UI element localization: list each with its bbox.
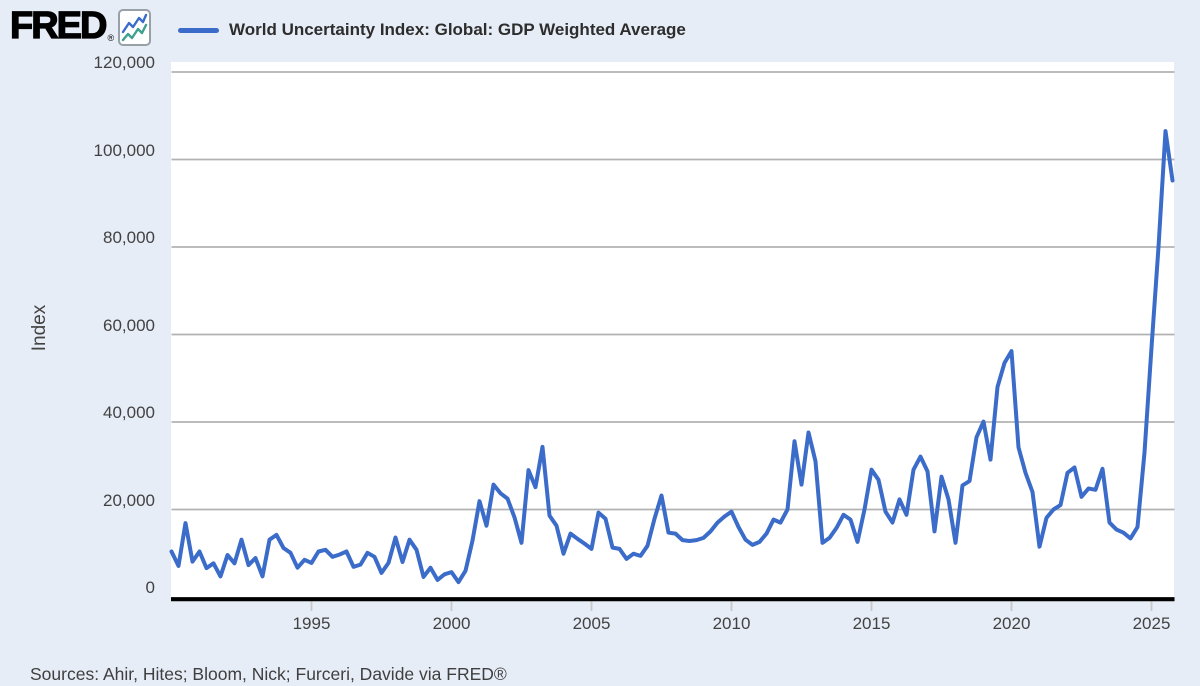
- legend-series-label[interactable]: World Uncertainty Index: Global: GDP Wei…: [229, 20, 686, 39]
- x-tick-label: 2020: [992, 614, 1031, 633]
- x-tick-label: 2015: [852, 614, 891, 633]
- y-tick-label: 60,000: [103, 315, 155, 335]
- fred-chart-icon: [118, 9, 152, 46]
- y-tick-label: 20,000: [103, 490, 155, 510]
- x-tick-label: 2005: [572, 614, 611, 633]
- fred-logo-text: FRED: [9, 5, 108, 47]
- fred-registered-mark: ®: [107, 33, 115, 43]
- y-tick-label: 40,000: [103, 403, 155, 422]
- x-tick-label: 1995: [292, 614, 331, 633]
- y-tick-label: 100,000: [93, 140, 155, 160]
- y-tick-label: 0: [145, 578, 155, 597]
- legend-line-swatch: [178, 27, 219, 33]
- x-tick-label: 2025: [1132, 614, 1171, 633]
- wui-line-series[interactable]: [169, 129, 1175, 585]
- y-tick-label: 80,000: [103, 228, 155, 247]
- sources-text[interactable]: Sources: Ahir, Hites; Bloom, Nick; Furce…: [30, 664, 507, 684]
- plot-background: [171, 62, 1174, 601]
- x-tick-label: 2010: [712, 614, 751, 633]
- chart-legend: World Uncertainty Index: Global: GDP Wei…: [178, 18, 686, 42]
- fred-logo-link[interactable]: FRED ®: [9, 5, 152, 47]
- x-tick-label: 2000: [432, 614, 471, 633]
- y-tick-label: 120,000: [93, 53, 155, 72]
